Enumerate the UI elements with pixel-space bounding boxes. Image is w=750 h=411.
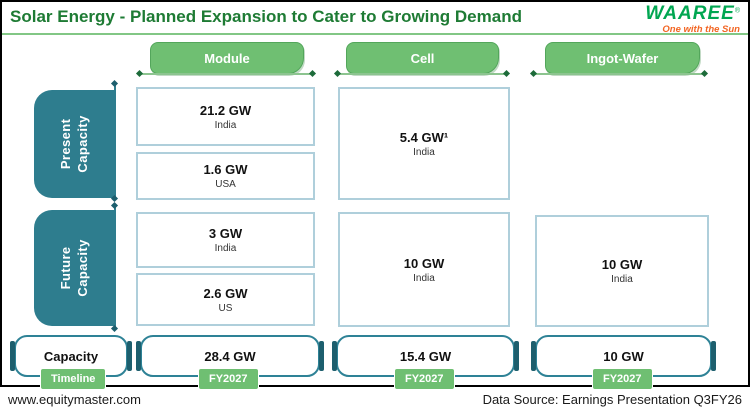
registered-mark: ® bbox=[734, 7, 740, 15]
capacity-box-ingot-wafer-india-future: 10 GW India bbox=[535, 215, 709, 327]
capacity-value: 10 GW bbox=[601, 257, 643, 272]
waaree-tagline: One with the Sun bbox=[662, 23, 740, 35]
timeline-chip-cell: FY2027 bbox=[394, 368, 455, 390]
summary-value: 10 GW bbox=[603, 348, 644, 364]
capacity-region: USA bbox=[215, 179, 236, 190]
capacity-box-module-us-future: 2.6 GW US bbox=[136, 273, 315, 326]
waaree-logo-text: WAAREE bbox=[645, 3, 735, 24]
capacity-region: India bbox=[413, 272, 435, 284]
timeline-label-chip: Timeline bbox=[40, 368, 107, 390]
capacity-value: 3 GW bbox=[208, 226, 243, 241]
summary-total-cell: 15.4 GW bbox=[332, 335, 519, 377]
slide-area: Solar Energy - Planned Expansion to Cate… bbox=[0, 0, 750, 390]
footer: www.equitymaster.com Data Source: Earnin… bbox=[0, 388, 750, 411]
capacity-region: India bbox=[214, 243, 237, 254]
capacity-value: 21.2 GW bbox=[199, 102, 252, 118]
capacity-region: India bbox=[413, 146, 435, 158]
waaree-logo: WAAREE® One with the Sun bbox=[645, 4, 740, 35]
dimension-line-cell bbox=[333, 69, 511, 78]
footer-site-url: www.equitymaster.com bbox=[8, 392, 141, 407]
diamond-marker-icon bbox=[502, 69, 511, 78]
capacity-box-module-india-present: 21.2 GW India bbox=[136, 87, 315, 146]
diamond-marker-icon bbox=[700, 69, 709, 78]
capacity-value: 10 GW bbox=[403, 255, 445, 271]
row-label-present-capacity: Present Capacity bbox=[34, 90, 115, 198]
diamond-marker-icon bbox=[110, 324, 119, 333]
diamond-marker-icon bbox=[110, 201, 119, 210]
capacity-box-cell-india-present: 5.4 GW¹ India bbox=[338, 87, 510, 200]
column-header-module: Module bbox=[150, 42, 304, 74]
capacity-value: 1.6 GW bbox=[203, 162, 248, 177]
diamond-marker-icon bbox=[308, 69, 317, 78]
capacity-box-cell-india-future: 10 GW India bbox=[338, 212, 510, 327]
capacity-value: 2.6 GW bbox=[203, 285, 248, 301]
dimension-line-module bbox=[135, 69, 317, 78]
row-label-text: Future Capacity bbox=[57, 239, 90, 297]
dimension-line-present bbox=[110, 79, 119, 203]
row-label-future-capacity: Future Capacity bbox=[34, 210, 115, 326]
diamond-marker-icon bbox=[529, 69, 538, 78]
capacity-box-module-india-future: 3 GW India bbox=[136, 212, 315, 268]
column-header-cell: Cell bbox=[346, 42, 499, 74]
summary-value: 28.4 GW bbox=[204, 348, 256, 364]
timeline-chip-ingot-wafer: FY2027 bbox=[592, 368, 653, 390]
footer-data-source: Data Source: Earnings Presentation Q3FY2… bbox=[482, 392, 742, 407]
timeline-chip-module: FY2027 bbox=[198, 368, 259, 390]
page-title: Solar Energy - Planned Expansion to Cate… bbox=[10, 7, 522, 26]
capacity-region: India bbox=[611, 274, 633, 285]
column-header-ingot-wafer: Ingot-Wafer bbox=[545, 42, 700, 74]
capacity-region: India bbox=[214, 119, 237, 131]
diamond-marker-icon bbox=[135, 69, 144, 78]
summary-value: 15.4 GW bbox=[399, 348, 452, 364]
capacity-box-module-usa-present: 1.6 GW USA bbox=[136, 152, 315, 200]
summary-label: Capacity bbox=[43, 348, 99, 364]
dimension-line-ingot-wafer bbox=[529, 69, 709, 78]
diamond-marker-icon bbox=[110, 79, 119, 88]
row-label-text: Present Capacity bbox=[57, 115, 90, 173]
title-underline bbox=[2, 33, 748, 35]
capacity-region: US bbox=[218, 302, 233, 314]
dimension-line-future bbox=[110, 201, 119, 333]
capacity-value: 5.4 GW¹ bbox=[399, 129, 449, 145]
diamond-marker-icon bbox=[333, 69, 342, 78]
